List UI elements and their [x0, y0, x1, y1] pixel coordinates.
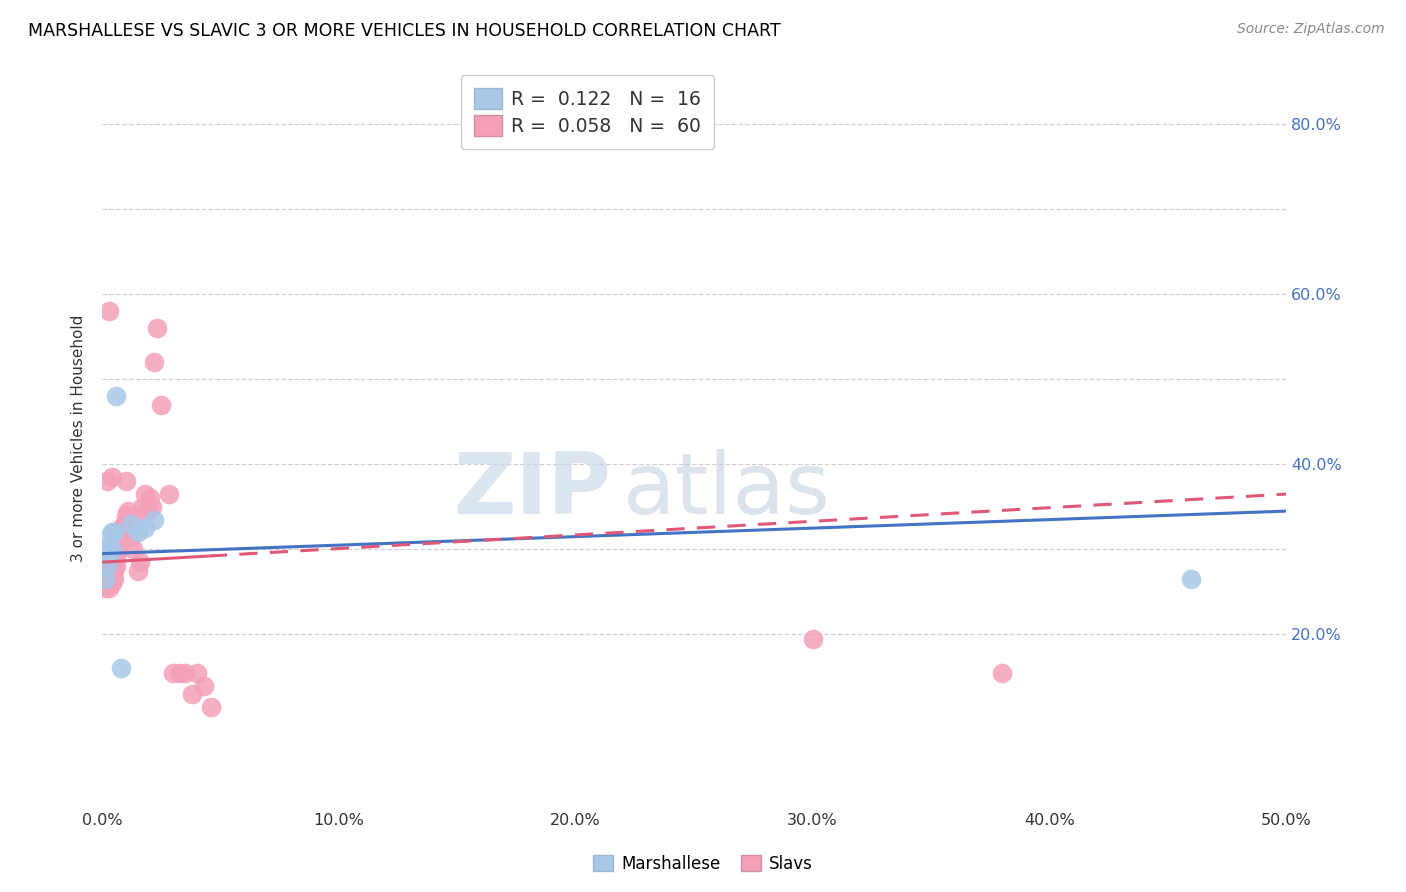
Point — [110, 661, 132, 675]
Point — [100, 542, 122, 557]
Point — [103, 572, 125, 586]
Point — [129, 555, 152, 569]
Point — [100, 525, 122, 540]
Point — [150, 398, 173, 412]
Point — [801, 632, 824, 646]
Text: Source: ZipAtlas.com: Source: ZipAtlas.com — [1237, 22, 1385, 37]
Point — [991, 665, 1014, 680]
Point — [134, 487, 156, 501]
Point — [98, 572, 121, 586]
Point — [96, 475, 118, 489]
Point — [181, 687, 204, 701]
Point — [169, 665, 191, 680]
Point — [157, 487, 180, 501]
Point — [174, 665, 197, 680]
Point — [143, 513, 166, 527]
Point — [98, 542, 121, 557]
Point — [105, 525, 128, 540]
Point — [1180, 572, 1202, 586]
Point — [122, 542, 145, 557]
Y-axis label: 3 or more Vehicles in Household: 3 or more Vehicles in Household — [72, 315, 86, 563]
Point — [105, 559, 128, 574]
Point — [117, 504, 139, 518]
Legend: R =  0.122   N =  16, R =  0.058   N =  60: R = 0.122 N = 16, R = 0.058 N = 60 — [461, 75, 714, 149]
Point — [103, 533, 125, 548]
Point — [96, 559, 118, 574]
Point — [103, 564, 125, 578]
Point — [100, 470, 122, 484]
Point — [98, 559, 121, 574]
Point — [110, 525, 132, 540]
Text: ZIP: ZIP — [454, 449, 612, 532]
Point — [110, 521, 132, 535]
Point — [93, 581, 115, 595]
Point — [100, 564, 122, 578]
Point — [120, 516, 142, 531]
Point — [98, 581, 121, 595]
Point — [145, 321, 167, 335]
Point — [136, 504, 159, 518]
Point — [96, 542, 118, 557]
Point — [107, 542, 129, 557]
Point — [107, 530, 129, 544]
Point — [120, 530, 142, 544]
Point — [131, 500, 153, 514]
Point — [143, 355, 166, 369]
Point — [96, 555, 118, 569]
Point — [100, 555, 122, 569]
Point — [103, 547, 125, 561]
Point — [162, 665, 184, 680]
Point — [98, 547, 121, 561]
Point — [98, 304, 121, 318]
Point — [93, 559, 115, 574]
Point — [141, 500, 163, 514]
Point — [93, 568, 115, 582]
Point — [98, 530, 121, 544]
Point — [96, 572, 118, 586]
Point — [103, 559, 125, 574]
Point — [186, 665, 208, 680]
Point — [105, 550, 128, 565]
Point — [200, 699, 222, 714]
Point — [112, 525, 135, 540]
Point — [96, 564, 118, 578]
Point — [112, 516, 135, 531]
Point — [100, 547, 122, 561]
Point — [115, 475, 138, 489]
Point — [138, 491, 160, 506]
Point — [98, 564, 121, 578]
Text: atlas: atlas — [623, 449, 831, 532]
Point — [127, 564, 149, 578]
Point — [103, 525, 125, 540]
Point — [127, 525, 149, 540]
Legend: Marshallese, Slavs: Marshallese, Slavs — [586, 848, 820, 880]
Point — [193, 679, 215, 693]
Point — [124, 516, 146, 531]
Point — [105, 389, 128, 403]
Text: MARSHALLESE VS SLAVIC 3 OR MORE VEHICLES IN HOUSEHOLD CORRELATION CHART: MARSHALLESE VS SLAVIC 3 OR MORE VEHICLES… — [28, 22, 780, 40]
Point — [93, 547, 115, 561]
Point — [96, 568, 118, 582]
Point — [93, 547, 115, 561]
Point — [134, 521, 156, 535]
Point — [93, 572, 115, 586]
Point — [100, 576, 122, 591]
Point — [115, 508, 138, 523]
